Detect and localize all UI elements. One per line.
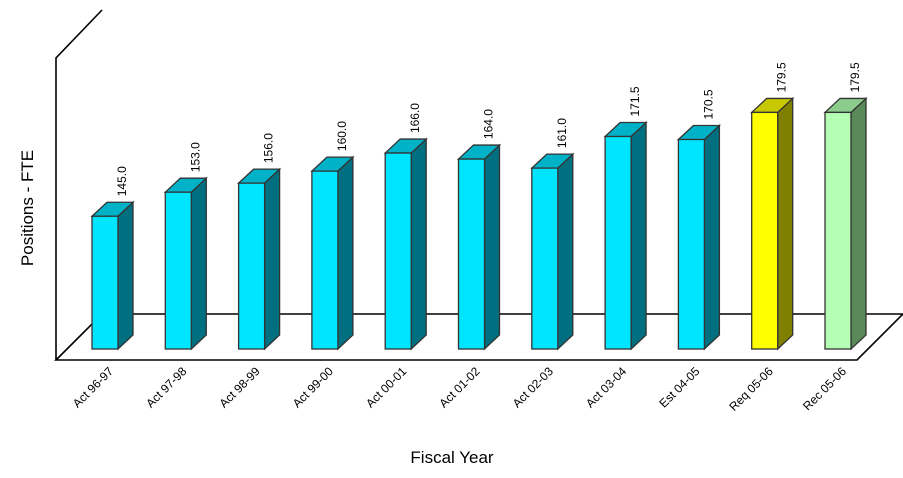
x-tick-label: Act 98-99 bbox=[216, 364, 262, 410]
bar-side-face bbox=[557, 152, 574, 351]
data-label: 179.5 bbox=[775, 62, 789, 92]
bar-front-face bbox=[91, 215, 119, 350]
bar-side-face bbox=[117, 200, 134, 351]
x-tick-label: Act 99-00 bbox=[290, 364, 336, 410]
data-label: 166.0 bbox=[408, 103, 422, 133]
data-label: 179.5 bbox=[848, 62, 862, 92]
bar-front-face bbox=[824, 111, 852, 350]
bar bbox=[530, 152, 575, 351]
data-label: 153.0 bbox=[188, 142, 202, 172]
bar-side-face bbox=[850, 96, 867, 351]
bar-side-face bbox=[410, 137, 427, 351]
data-label: 171.5 bbox=[628, 86, 642, 116]
data-label: 164.0 bbox=[482, 109, 496, 139]
bar-side-face bbox=[263, 167, 281, 351]
bar-side-face bbox=[630, 120, 647, 351]
bar-side-face bbox=[777, 96, 794, 351]
x-tick-label: Est 04-05 bbox=[656, 364, 702, 410]
x-tick-label: Req 05-06 bbox=[726, 364, 776, 414]
bar-front-face bbox=[164, 191, 192, 350]
bar bbox=[603, 120, 648, 351]
bar bbox=[676, 124, 722, 351]
bar bbox=[456, 143, 502, 351]
bar-front-face bbox=[237, 182, 266, 350]
x-tick-label: Act 02-03 bbox=[510, 364, 556, 410]
bars-group bbox=[90, 96, 868, 351]
data-label: 160.0 bbox=[335, 121, 349, 151]
x-tick-label: Act 97-98 bbox=[143, 364, 189, 410]
data-label: 161.0 bbox=[555, 118, 569, 148]
bar-front-face bbox=[604, 135, 632, 350]
bar-front-face bbox=[457, 158, 486, 350]
bar-front-face bbox=[677, 138, 706, 350]
bar bbox=[90, 200, 135, 351]
bar bbox=[823, 96, 868, 351]
bar bbox=[383, 137, 428, 351]
bar-front-face bbox=[531, 167, 559, 350]
x-tick-labels-group: Act 96-97 Act 97-98 Act 98-99 Act 99-00 Act … bbox=[70, 364, 849, 414]
x-tick-label: Act 01-02 bbox=[436, 364, 482, 410]
data-label: 145.0 bbox=[115, 166, 129, 196]
bar-side-face bbox=[337, 155, 354, 351]
bar-front-face bbox=[384, 152, 412, 350]
x-tick-label: Act 00-01 bbox=[363, 364, 409, 410]
x-tick-label: Act 03-04 bbox=[583, 364, 629, 410]
bar-front-face bbox=[751, 111, 779, 350]
x-tick-label: Act 96-97 bbox=[70, 364, 116, 410]
bar-side-face bbox=[483, 143, 501, 351]
data-labels-group: 145.0 153.0 156.0 160.0 166.0 164.0 161.0 171.5… bbox=[115, 62, 862, 196]
chart-floor bbox=[54, 313, 903, 361]
chart-back-wall-edge bbox=[55, 9, 103, 360]
x-tick-label: Rec 05-06 bbox=[800, 364, 849, 413]
bar-side-face bbox=[190, 176, 207, 351]
bar bbox=[310, 155, 355, 351]
data-label: 170.5 bbox=[701, 89, 715, 119]
y-axis-title: Positions - FTE bbox=[18, 150, 37, 266]
x-axis-title: Fiscal Year bbox=[410, 448, 493, 467]
bar-side-face bbox=[703, 124, 721, 351]
bar-front-face bbox=[311, 170, 339, 350]
bar bbox=[163, 176, 208, 351]
data-label: 156.0 bbox=[262, 133, 276, 163]
bar bbox=[750, 96, 795, 351]
bar bbox=[236, 167, 282, 351]
